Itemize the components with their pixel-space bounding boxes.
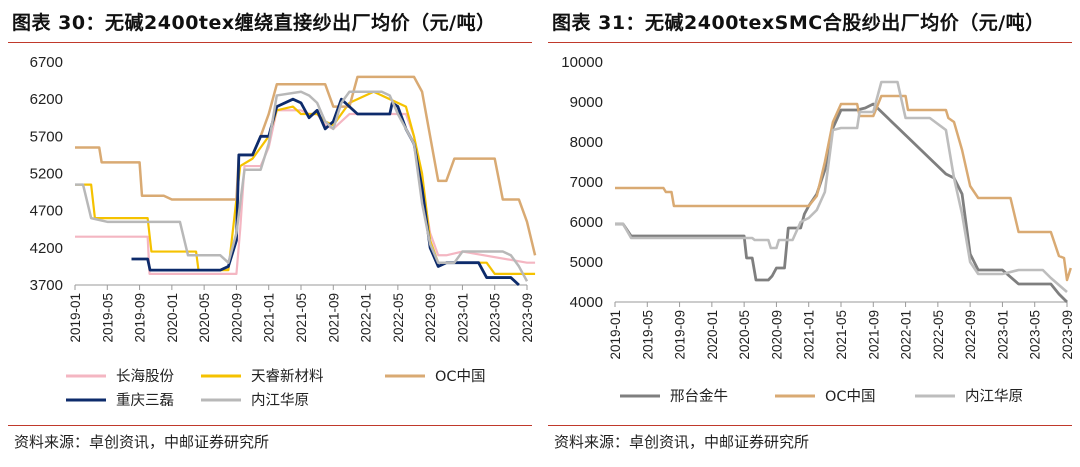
- x-tick-label: 2022-09: [423, 293, 438, 343]
- series-line-2: [75, 75, 537, 256]
- legend-label: 重庆三磊: [116, 392, 174, 409]
- x-tick-label: 2019-09: [133, 293, 148, 343]
- y-tick-label: 8000: [570, 134, 603, 151]
- chart-title: 图表 30：无碱2400tex缠绕直接纱出厂均价（元/吨）: [12, 12, 496, 34]
- y-tick-label: 6200: [30, 91, 63, 108]
- series-line-2: [615, 80, 1068, 293]
- x-tick-label: 2023-09: [520, 293, 535, 343]
- line-chart-2400tex-direct-roving: 3700 4200 4700 5200 5700 6200 6700 2019-01 2019-…: [30, 54, 537, 409]
- legend-label: 内江华原: [965, 388, 1023, 405]
- chart-panel-right: 图表 31：无碱2400texSMC合股纱出厂均价（元/吨） 4000 5000 6…: [540, 0, 1080, 467]
- x-tick-label: 2022-01: [899, 310, 914, 360]
- legend-label: 内江华原: [251, 392, 309, 409]
- x-tick-label: 2019-09: [673, 310, 688, 360]
- legend-label: 邢台金牛: [670, 388, 728, 405]
- source-note: 资料来源：卓创资讯，中邮证券研究所: [554, 433, 810, 451]
- x-tick-label: 2021-01: [262, 293, 277, 343]
- y-tick-label: 7000: [570, 174, 603, 191]
- x-tick-label: 2020-01: [165, 293, 180, 343]
- x-tick-label: 2023-05: [1028, 310, 1043, 360]
- x-tick-label: 2021-01: [802, 310, 817, 360]
- x-tick-label: 2020-09: [769, 310, 784, 360]
- title-divider: [548, 42, 1072, 43]
- y-tick-label: 4200: [30, 240, 63, 257]
- legend-label: OC中国: [435, 368, 486, 385]
- x-tick-label: 2020-09: [229, 293, 244, 343]
- x-tick-label: 2020-01: [705, 310, 720, 360]
- title-divider: [8, 42, 532, 43]
- x-tick-label: 2021-05: [834, 310, 849, 360]
- chart-panel-left: 图表 30：无碱2400tex缠绕直接纱出厂均价（元/吨） 3700 4200 47…: [8, 12, 537, 451]
- x-tick-label: 2022-01: [359, 293, 374, 343]
- line-chart-2400tex-smc-roving: 4000 5000 6000 7000 8000 9000 10000 2019-01 2019…: [561, 54, 1075, 405]
- series-line-3: [131, 97, 520, 287]
- y-tick-label: 4000: [570, 294, 603, 311]
- y-tick-label: 3700: [30, 277, 63, 294]
- y-tick-label: 4700: [30, 203, 63, 220]
- series-line-0: [75, 109, 536, 275]
- y-tick-label: 5000: [570, 254, 603, 271]
- x-tick-label: 2019-05: [100, 293, 115, 343]
- legend-label: 长海股份: [116, 368, 174, 385]
- x-tick-label: 2023-09: [1060, 310, 1075, 360]
- x-tick-label: 2019-01: [608, 310, 623, 360]
- legend-label: OC中国: [825, 388, 876, 405]
- series-line-0: [615, 102, 1068, 303]
- source-note: 资料来源：卓创资讯，中邮证券研究所: [14, 433, 270, 451]
- series-line-1: [75, 90, 536, 275]
- x-tick-label: 2021-05: [294, 293, 309, 343]
- y-tick-label: 5700: [30, 128, 63, 145]
- x-tick-label: 2022-05: [931, 310, 946, 360]
- x-tick-label: 2023-01: [995, 310, 1010, 360]
- y-tick-label: 10000: [561, 54, 603, 71]
- x-tick-label: 2021-09: [326, 293, 341, 343]
- chart-title: 图表 31：无碱2400texSMC合股纱出厂均价（元/吨）: [552, 12, 1045, 34]
- y-tick-label: 6000: [570, 214, 603, 231]
- x-tick-label: 2022-09: [963, 310, 978, 360]
- series-line-4: [75, 90, 529, 282]
- legend-label: 天睿新材料: [251, 368, 324, 385]
- source-divider: [548, 425, 1072, 426]
- x-tick-label: 2022-05: [391, 293, 406, 343]
- x-tick-label: 2019-01: [68, 293, 83, 343]
- x-tick-label: 2021-09: [866, 310, 881, 360]
- y-tick-label: 6700: [30, 54, 63, 71]
- x-tick-label: 2020-05: [737, 310, 752, 360]
- x-tick-label: 2020-05: [197, 293, 212, 343]
- source-divider: [8, 425, 532, 426]
- y-tick-label: 9000: [570, 94, 603, 111]
- series-line-1: [615, 94, 1072, 282]
- y-tick-label: 5200: [30, 166, 63, 183]
- x-tick-label: 2023-05: [488, 293, 503, 343]
- x-tick-label: 2019-05: [640, 310, 655, 360]
- x-tick-label: 2023-01: [455, 293, 470, 343]
